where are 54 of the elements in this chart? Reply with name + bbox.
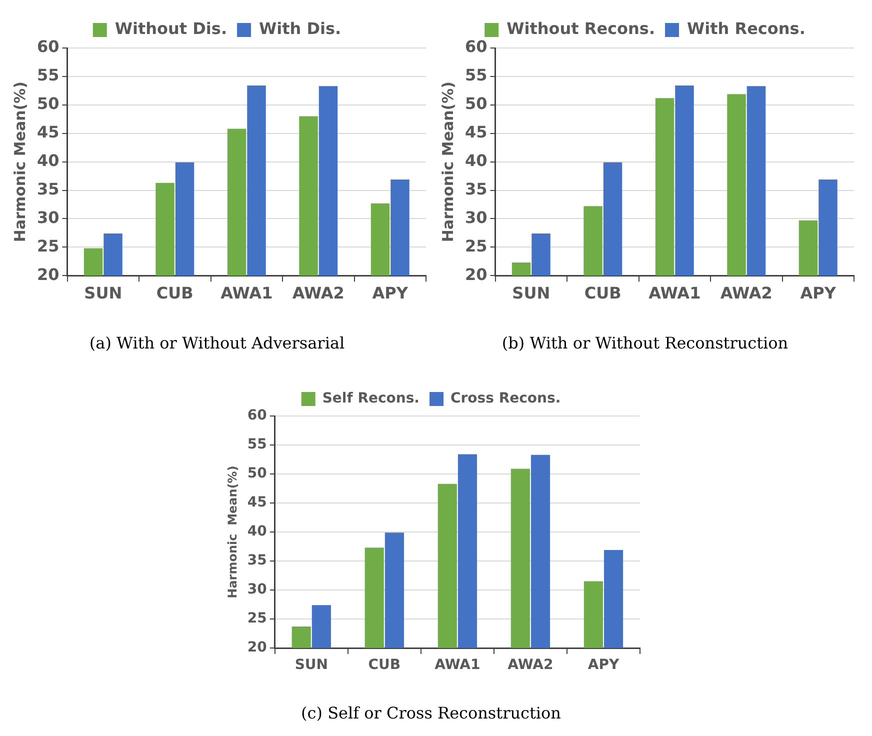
y-tick-label: 20 — [37, 264, 60, 284]
x-tick-label: AWA2 — [292, 283, 344, 302]
x-tick-label: SUN — [84, 283, 122, 302]
y-tick-label: 20 — [465, 264, 488, 284]
y-tick-label: 35 — [465, 179, 488, 198]
y-tick-label: 25 — [37, 236, 60, 256]
x-tick-label: AWA2 — [508, 657, 554, 674]
x-tick-label: AWA1 — [648, 283, 701, 302]
y-tick-label: 50 — [247, 466, 268, 482]
y-tick-label: 60 — [247, 408, 268, 424]
text: (a) With or Without Adversarial — [89, 334, 345, 353]
y-tick-label: 45 — [247, 494, 267, 511]
y-tick-label: 55 — [247, 436, 267, 453]
text: (c) Self or Cross Reconstruction — [301, 704, 561, 723]
y-tick-label: 60 — [37, 37, 60, 56]
x-tick-label: APY — [588, 657, 620, 674]
y-tick-label: 30 — [465, 208, 488, 227]
legend-label: Without Dis. — [114, 19, 228, 38]
y-tick-label: 45 — [465, 122, 488, 142]
x-tick-label: APY — [800, 283, 836, 302]
y-tick-label: 35 — [247, 552, 267, 569]
x-tick-label: CUB — [584, 283, 622, 302]
y-tick-label: 60 — [465, 37, 488, 56]
y-tick-label: 40 — [465, 150, 488, 170]
legend-label: Self Recons. — [322, 390, 420, 407]
y-tick-label: 30 — [37, 208, 60, 227]
x-tick-label: CUB — [368, 657, 401, 674]
y-tick-label: 50 — [465, 94, 488, 114]
x-tick-label: SUN — [294, 657, 328, 674]
x-tick-label: AWA1 — [434, 657, 480, 674]
y-axis-title: Harmonic Mean(%) — [10, 82, 29, 242]
x-tick-label: APY — [372, 283, 408, 302]
y-axis-title: Harmonic Mean(%) — [438, 82, 457, 242]
y-tick-label: 35 — [37, 179, 60, 198]
y-axis-title: Harmonic Mean(%) — [225, 466, 240, 598]
y-tick-label: 55 — [465, 66, 488, 85]
x-tick-label: SUN — [512, 283, 550, 302]
y-tick-label: 25 — [465, 236, 488, 256]
y-tick-label: 30 — [247, 582, 268, 598]
legend-label: Cross Recons. — [450, 390, 561, 407]
text: (b) With or Without Reconstruction — [502, 334, 788, 353]
y-tick-label: 45 — [37, 122, 60, 142]
x-tick-label: AWA1 — [220, 283, 273, 302]
y-tick-label: 50 — [37, 94, 60, 114]
y-tick-label: 20 — [247, 640, 268, 656]
x-tick-label: AWA2 — [720, 283, 772, 302]
legend-label: With Dis. — [259, 19, 342, 38]
x-tick-label: CUB — [156, 283, 194, 302]
y-tick-label: 25 — [247, 610, 267, 627]
legend-label: With Recons. — [687, 19, 806, 38]
y-tick-label: 40 — [37, 150, 60, 170]
y-tick-label: 55 — [37, 66, 60, 85]
y-tick-label: 40 — [247, 524, 268, 540]
legend-label: Without Recons. — [506, 19, 656, 38]
